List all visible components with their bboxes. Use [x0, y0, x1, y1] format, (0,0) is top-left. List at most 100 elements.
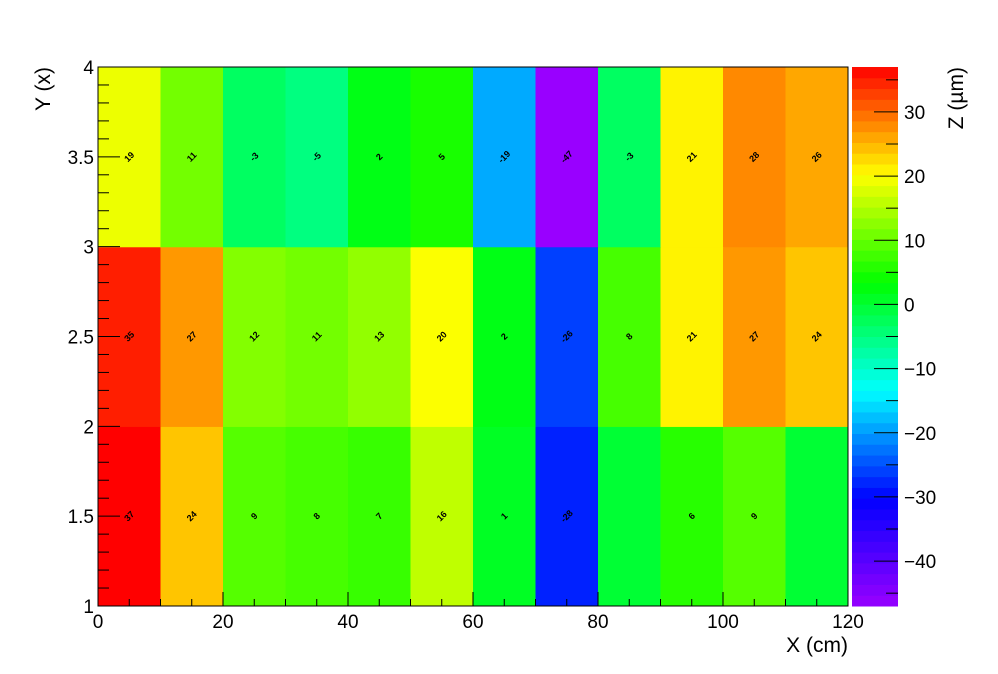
color-scale-band — [852, 411, 898, 424]
color-scale-band — [852, 174, 898, 187]
color-scale-band — [852, 541, 898, 553]
z-tick-label: 30 — [904, 103, 925, 124]
heatmap-cell — [285, 67, 349, 248]
color-scale-band — [852, 390, 898, 402]
heatmap-cell — [410, 246, 474, 427]
heatmap-cell — [785, 67, 848, 248]
color-scale-band — [852, 217, 898, 230]
heatmap-cell — [160, 246, 224, 427]
heatmap-cell — [160, 426, 224, 606]
z-tick-label: −40 — [904, 552, 936, 573]
heatmap-cell — [535, 246, 599, 427]
color-scale-band — [852, 379, 898, 391]
color-scale-band — [852, 99, 898, 111]
heatmap-cell — [285, 246, 349, 427]
cell-value-label: 9 — [249, 511, 260, 522]
x-axis-title: X (cm) — [786, 634, 848, 657]
heatmap-cell — [223, 246, 287, 427]
z-axis: −40 −30 −20 −10 0 10 20 30 — [874, 79, 936, 594]
color-scale-band — [852, 207, 898, 219]
cell-value-label: 19 — [122, 150, 136, 164]
color-scale-bar — [852, 67, 898, 607]
heatmap-cell — [160, 67, 224, 248]
color-scale-band — [852, 498, 898, 510]
color-scale-band — [852, 487, 898, 499]
heatmap-cells — [98, 67, 848, 606]
color-scale-band — [852, 530, 898, 542]
color-scale-band — [852, 67, 898, 79]
color-scale-band — [852, 433, 898, 445]
cell-value-label: 9 — [749, 511, 760, 522]
color-scale-band — [852, 131, 898, 143]
color-scale-band — [852, 88, 898, 100]
heatmap-cell — [348, 426, 412, 606]
cell-value-label: 16 — [435, 509, 449, 523]
cell-value-label: 8 — [311, 511, 322, 522]
color-scale-band — [852, 228, 898, 240]
y-tick-label: 3 — [83, 238, 94, 259]
cell-value-label: 26 — [810, 150, 824, 164]
heatmap-cell — [473, 246, 537, 427]
heatmap-cell — [473, 67, 537, 248]
color-scale-band — [852, 584, 898, 596]
z-tick-label: 0 — [904, 295, 915, 316]
heatmap-cell — [473, 426, 537, 606]
color-scale-band — [852, 508, 898, 521]
heatmap-cell — [785, 426, 848, 606]
color-scale-band — [852, 110, 898, 122]
color-scale-band — [852, 153, 898, 165]
color-scale-band — [852, 595, 898, 607]
heatmap-cell — [598, 426, 662, 606]
z-tick-label: −30 — [904, 488, 936, 509]
color-scale-band — [852, 347, 898, 359]
color-scale-band — [852, 77, 898, 90]
cell-value-label: 8 — [624, 331, 635, 342]
heatmap-cell — [348, 67, 412, 248]
color-scale-band — [852, 271, 898, 284]
y-tick-label: 1.5 — [68, 507, 94, 528]
cell-value-label: 21 — [685, 150, 699, 164]
heatmap-cell — [598, 246, 662, 427]
color-scale-band — [852, 282, 898, 294]
color-scale-band — [852, 185, 898, 197]
color-scale-band — [852, 325, 898, 337]
x-tick-label: 40 — [337, 612, 358, 633]
color-scale-band — [852, 573, 898, 585]
heatmap-cell — [660, 246, 724, 427]
cell-value-label: 1 — [499, 511, 510, 522]
color-scale-band — [852, 314, 898, 327]
heatmap-cell — [535, 426, 599, 606]
heatmap-cell — [223, 67, 287, 248]
color-scale-band — [852, 358, 898, 370]
z-tick-label: −10 — [904, 360, 936, 381]
cell-value-label: 28 — [747, 150, 761, 164]
cell-value-label: 37 — [122, 509, 136, 523]
color-scale-band — [852, 196, 898, 208]
heatmap-cell — [660, 67, 724, 248]
z-tick-label: 10 — [904, 231, 925, 252]
color-scale-band — [852, 142, 898, 154]
y-tick-label: 2 — [83, 417, 94, 438]
color-scale-band — [852, 401, 898, 413]
color-scale-band — [852, 261, 898, 273]
z-axis-title: Z (µm) — [945, 67, 968, 129]
x-tick-label: 0 — [93, 612, 104, 633]
color-scale-band — [852, 120, 898, 133]
y-axis-title: Y (x) — [32, 67, 55, 111]
color-scale-band — [852, 368, 898, 381]
color-scale-band — [852, 164, 898, 176]
heatmap-cell — [285, 426, 349, 606]
color-scale-band — [852, 476, 898, 488]
cell-value-label: 2 — [374, 152, 385, 163]
heatmap-cell — [723, 67, 787, 248]
heatmap-cell — [785, 246, 848, 427]
heatmap-cell — [410, 426, 474, 606]
x-tick-label: 120 — [832, 612, 864, 633]
cell-value-label: 6 — [686, 511, 697, 522]
x-axis: 0 20 40 60 80 100 120 — [93, 592, 864, 633]
cell-value-label: 7 — [374, 511, 385, 522]
heatmap-cell — [723, 426, 787, 606]
y-tick-label: 3.5 — [68, 148, 94, 169]
y-tick-label: 4 — [83, 58, 94, 79]
